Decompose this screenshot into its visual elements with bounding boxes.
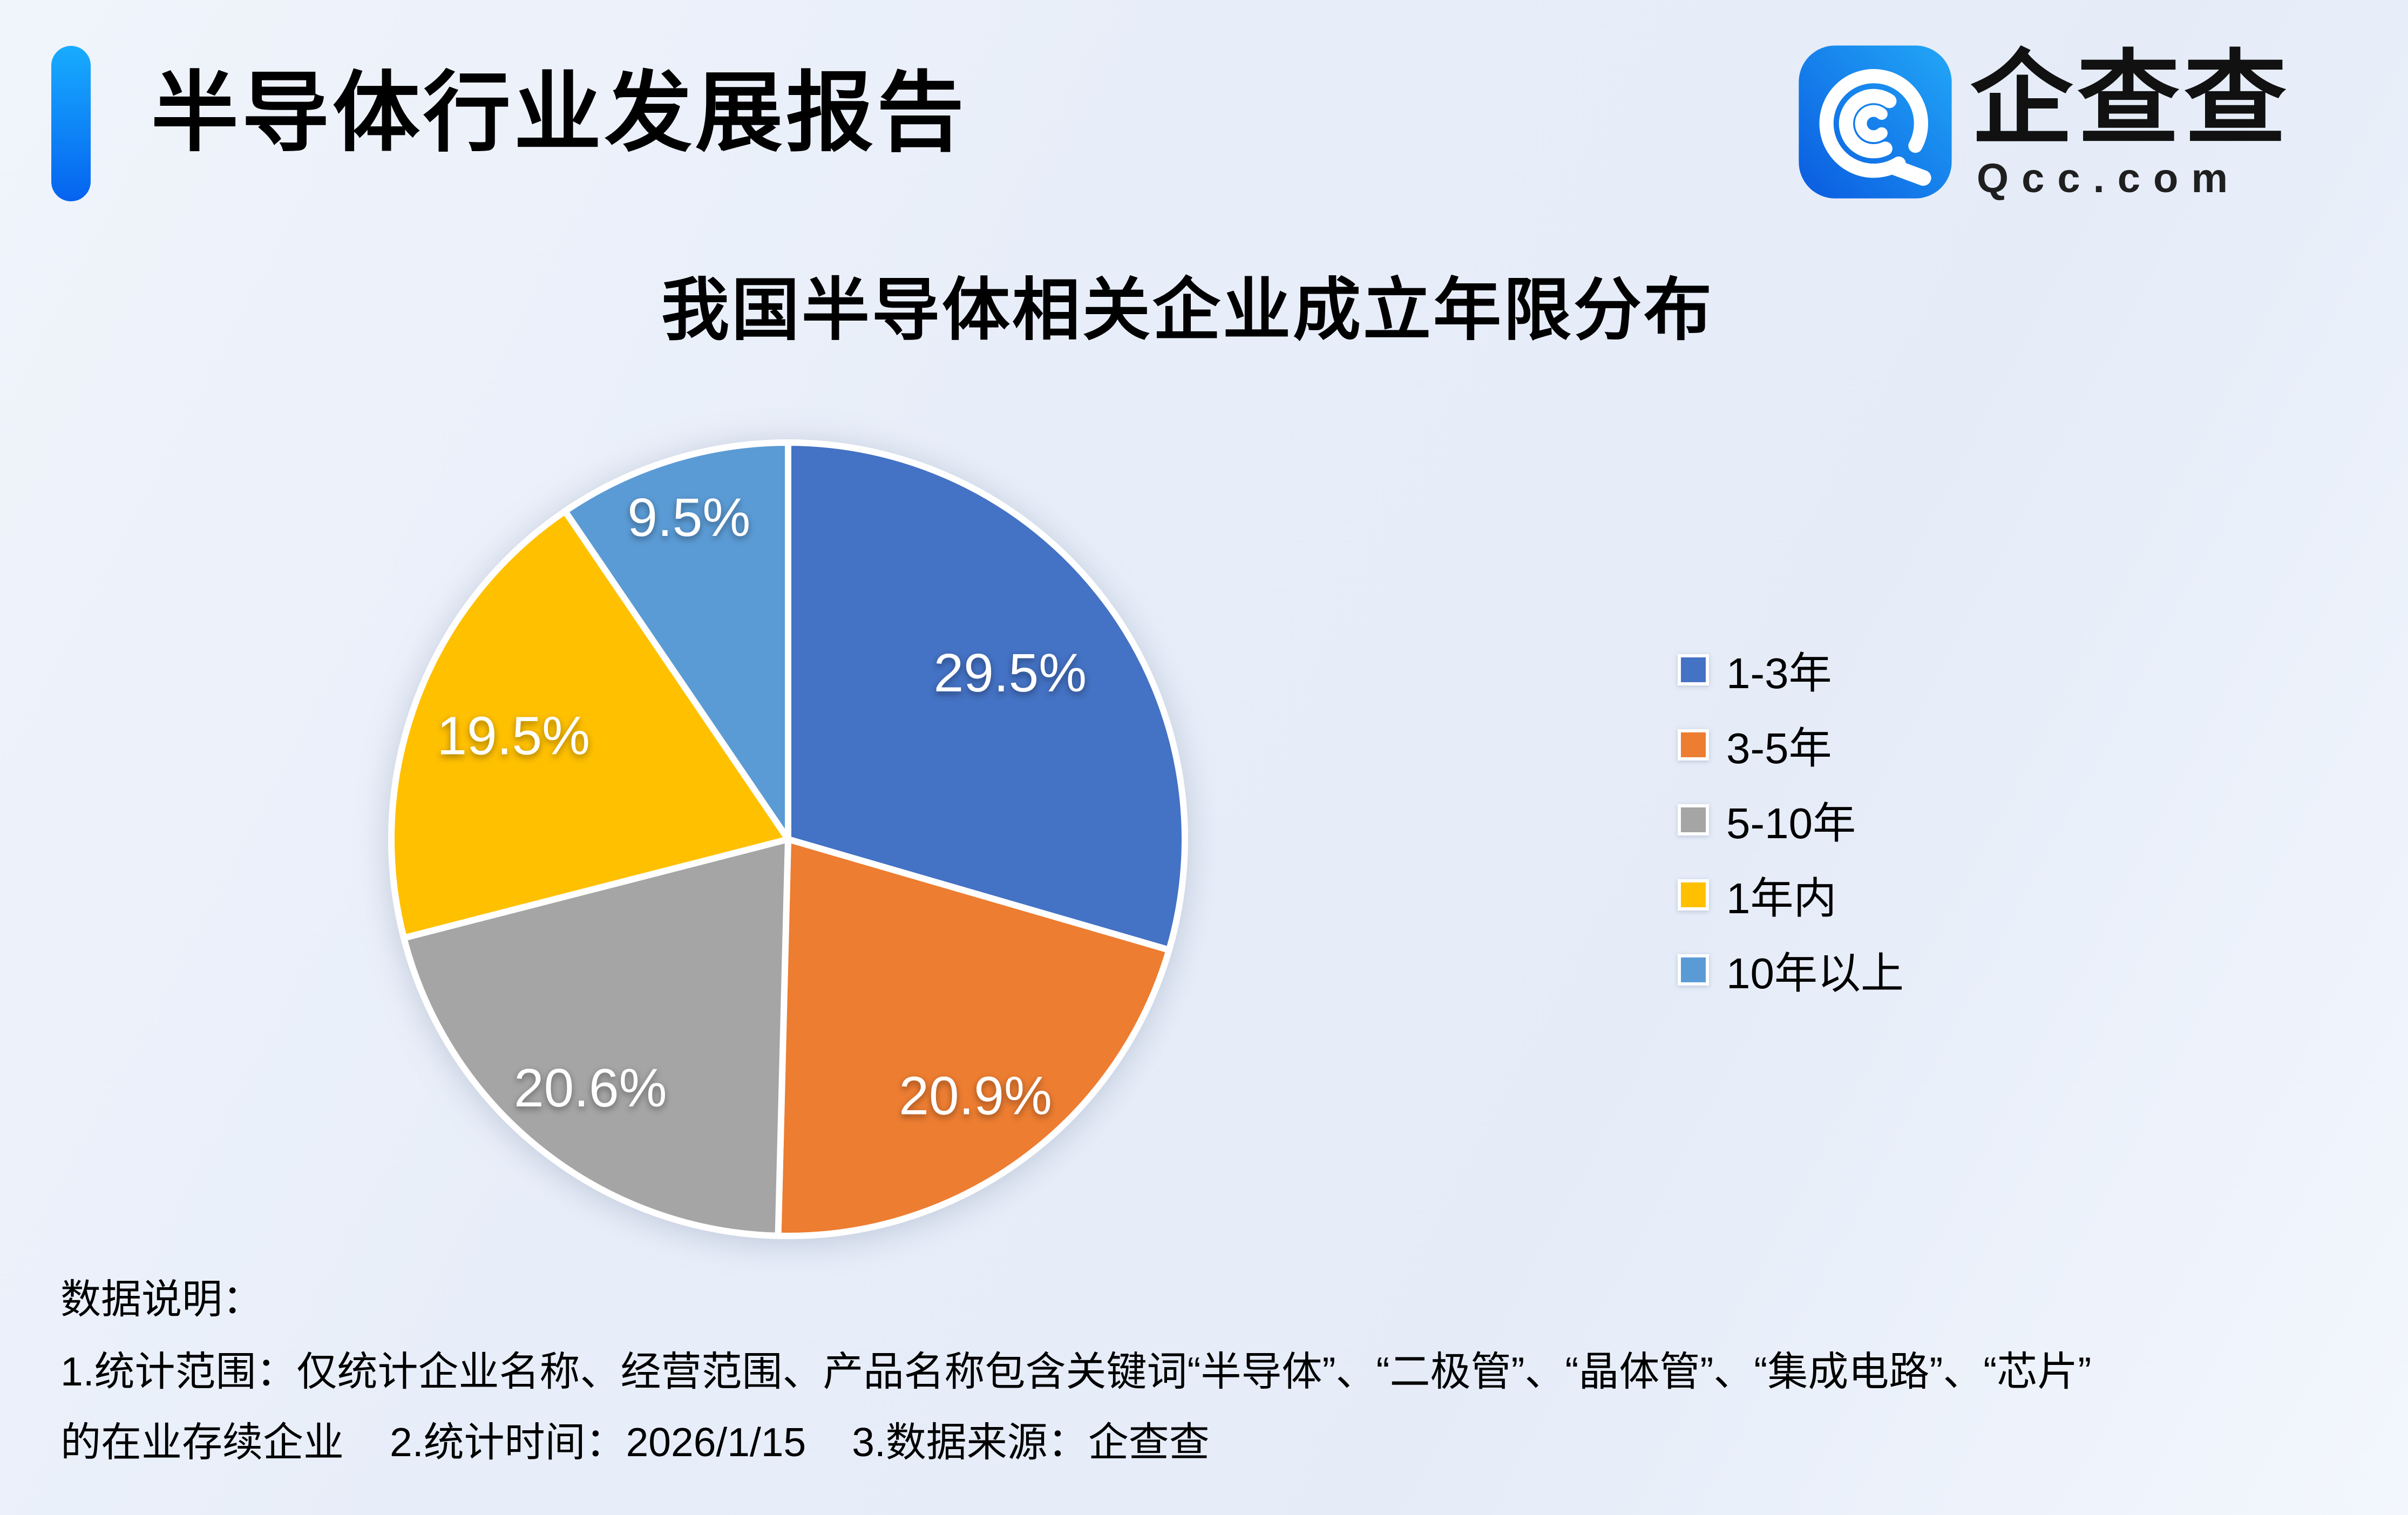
logo-domain-text: Qcc.com [1977, 155, 2241, 201]
note-stat-time: 2.统计时间：2026/1/15 [390, 1419, 806, 1465]
logo-brand-text: 企查查 [1970, 42, 2291, 157]
qcc-logo-icon [1799, 45, 1952, 199]
legend-item-10年以上: 10年以上 [1678, 932, 1904, 1007]
chart-legend: 1-3年 3-5年 5-10年 1年内 10年以上 [1678, 632, 1904, 1007]
note-meta-line: 的在业存续企业 2.统计时间：2026/1/15 3.数据来源：企查查 [60, 1417, 1210, 1468]
pie-slice-1年内 [388, 508, 791, 941]
legend-swatch [1678, 879, 1709, 911]
legend-swatch [1678, 804, 1709, 835]
note-continuation: 的在业存续企业 [60, 1419, 344, 1465]
legend-item-1年内: 1年内 [1678, 857, 1904, 932]
pie-chart: 29.5% 20.9% 20.6% 19.5% 9.5% [388, 439, 1188, 1239]
legend-item-5-10年: 5-10年 [1678, 782, 1904, 857]
qcc-spiral-mark [1819, 69, 1931, 186]
chart-title: 我国半导体相关企业成立年限分布 [661, 272, 1714, 348]
legend-swatch [1678, 729, 1709, 760]
pie-slice-1-3年 [785, 439, 1188, 954]
legend-item-1-3年: 1-3年 [1678, 632, 1904, 707]
legend-label: 10年以上 [1726, 949, 1904, 997]
legend-swatch [1678, 654, 1709, 685]
pie-slice-5-10年 [401, 836, 791, 1239]
notes-heading: 数据说明： [60, 1276, 263, 1322]
note-scope-line: 1.统计范围：仅统计企业名称、经营范围、产品名称包含关键词“半导体”、“二极管”… [60, 1349, 2092, 1394]
legend-swatch [1678, 954, 1709, 986]
accent-bar [51, 46, 91, 201]
pie-slice-label: 20.9% [899, 1066, 1052, 1126]
legend-label: 1年内 [1726, 874, 1837, 922]
pie-slice-label: 20.6% [514, 1058, 667, 1118]
pie-slice-10年以上 [561, 439, 791, 843]
legend-label: 1-3年 [1726, 649, 1832, 697]
pie-slice-label: 29.5% [934, 643, 1087, 703]
legend-label: 5-10年 [1726, 799, 1856, 847]
pie-slice-label: 9.5% [627, 487, 750, 548]
pie-slice-label: 19.5% [437, 706, 590, 766]
note-data-source: 3.数据来源：企查查 [852, 1419, 1210, 1465]
pie-slice-3-5年 [775, 836, 1172, 1239]
legend-item-3-5年: 3-5年 [1678, 707, 1904, 782]
legend-label: 3-5年 [1726, 724, 1832, 772]
report-title: 半导体行业发展报告 [151, 64, 967, 162]
